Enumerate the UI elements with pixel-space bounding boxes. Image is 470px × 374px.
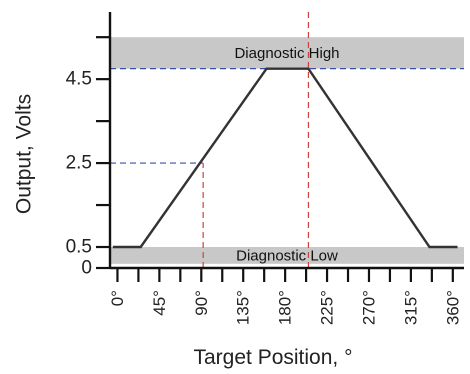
x-tick-label-7: 315° xyxy=(401,290,420,325)
output-line-0 xyxy=(112,67,458,249)
x-tick-label-5: 225° xyxy=(318,290,337,325)
diagnostic-bands xyxy=(110,37,464,264)
band-labels: Diagnostic High Diagnostic Low xyxy=(234,45,339,264)
band-label-0: Diagnostic High xyxy=(234,45,339,62)
band-0 xyxy=(110,37,464,69)
band-1 xyxy=(110,247,464,264)
y-tick-label-0: 0 xyxy=(81,258,92,279)
x-tick-label-1: 45° xyxy=(150,290,169,316)
x-tick-label-2: 90° xyxy=(192,290,211,316)
y-tick-label-1: 0.5 xyxy=(66,237,92,258)
reference-lines xyxy=(110,12,464,268)
axes xyxy=(108,12,464,270)
x-tick-label-4: 180° xyxy=(276,290,295,325)
x-ticks: 0° 45° 90° 135° 180° 225° 270° 315° 360° xyxy=(108,268,462,325)
band-label-1: Diagnostic Low xyxy=(236,247,338,264)
y-ticks: 00.5 2.5 4.5 xyxy=(66,36,110,279)
y-tick-label-2: 2.5 xyxy=(66,153,92,174)
series-layer xyxy=(112,67,458,249)
x-tick-label-3: 135° xyxy=(234,290,253,325)
x-axis-label: Target Position, ° xyxy=(194,346,353,369)
x-tick-label-8: 360° xyxy=(443,290,462,325)
x-tick-label-6: 270° xyxy=(359,290,378,325)
x-tick-label-0: 0° xyxy=(108,290,127,306)
y-axis-label: Output, Volts xyxy=(13,94,36,214)
y-tick-label-3: 4.5 xyxy=(66,69,92,90)
